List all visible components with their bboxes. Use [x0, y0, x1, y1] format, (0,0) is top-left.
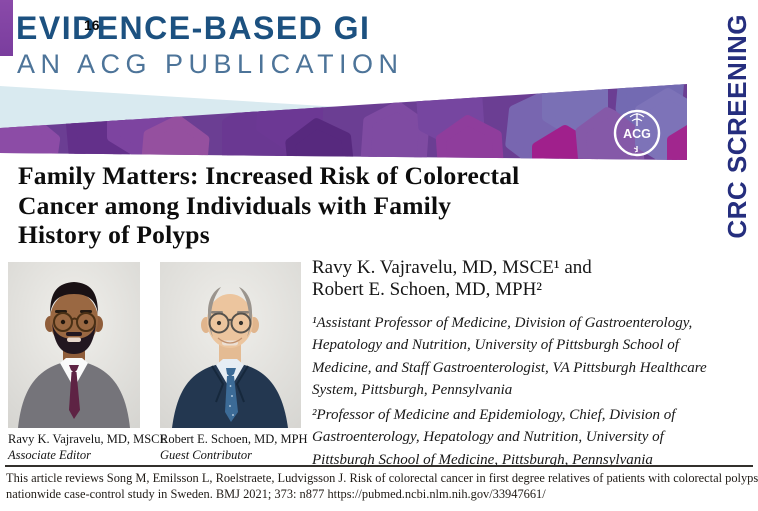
- section-label-crc-screening: CRC SCREENING: [722, 14, 752, 239]
- publication-title: EVIDENCE-BASED GI: [16, 10, 371, 46]
- article-title-line3: History of Polyps: [18, 220, 210, 249]
- article-title-line2: Cancer among Individuals with Family: [18, 190, 452, 220]
- contributor-role: Guest Contributor: [160, 448, 253, 462]
- author-affiliations: ¹Assistant Professor of Medicine, Divisi…: [312, 312, 724, 474]
- article-title-line1: Family Matters: Increased Risk of Colore…: [18, 161, 520, 190]
- author-line2: Robert E. Schoen, MD, MPH²: [312, 279, 542, 300]
- citation-line2-text: nationwide case-control study in Sweden.…: [6, 486, 325, 501]
- publication-subtitle: AN ACG PUBLICATION: [17, 49, 404, 79]
- author-line1: Ravy K. Vajravelu, MD, MSCE¹ and: [312, 257, 592, 278]
- acg-logo-text: ACG: [623, 127, 651, 141]
- contributor-role: Associate Editor: [8, 448, 91, 462]
- caption-schoen: Robert E. Schoen, MD, MPH Guest Contribu…: [160, 431, 308, 463]
- affiliation-2: ²Professor of Medicine and Epidemiology,…: [312, 407, 676, 468]
- article-title: Family Matters: Increased Risk of Colore…: [18, 161, 658, 250]
- footer-divider: [5, 465, 753, 467]
- caption-vajravelu: Ravy K. Vajravelu, MD, MSCE Associate Ed…: [8, 431, 167, 463]
- contributor-name: Ravy K. Vajravelu, MD, MSCE: [8, 432, 168, 446]
- article-citation: This article reviews Song M, Emilsson L,…: [6, 471, 758, 503]
- contributor-name: Robert E. Schoen, MD, MPH: [160, 432, 308, 446]
- author-byline: Ravy K. Vajravelu, MD, MSCE¹ and Robert …: [312, 257, 732, 301]
- page-number: 16: [84, 17, 100, 33]
- citation-line2: nationwide case-control study in Sweden.…: [6, 487, 756, 503]
- citation-line1: This article reviews Song M, Emilsson L,…: [6, 471, 758, 485]
- corner-accent: [0, 0, 13, 56]
- portrait-photo-schoen: [160, 262, 301, 428]
- affiliation-1: ¹Assistant Professor of Medicine, Divisi…: [312, 315, 707, 398]
- acg-logo: ACG: [613, 109, 661, 157]
- pubmed-link[interactable]: https://pubmed.ncbi.nlm.nih.gov/33947661…: [327, 486, 546, 501]
- portrait-photo-vajravelu: [8, 262, 140, 428]
- banner-hexagon-pattern: ACG: [0, 84, 687, 160]
